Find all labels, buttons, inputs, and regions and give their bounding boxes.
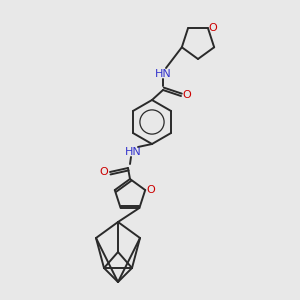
Text: O: O: [100, 167, 108, 177]
Text: HN: HN: [154, 69, 171, 79]
Text: O: O: [208, 23, 217, 33]
Text: O: O: [147, 185, 156, 195]
Text: O: O: [183, 90, 191, 100]
Text: HN: HN: [124, 147, 141, 157]
